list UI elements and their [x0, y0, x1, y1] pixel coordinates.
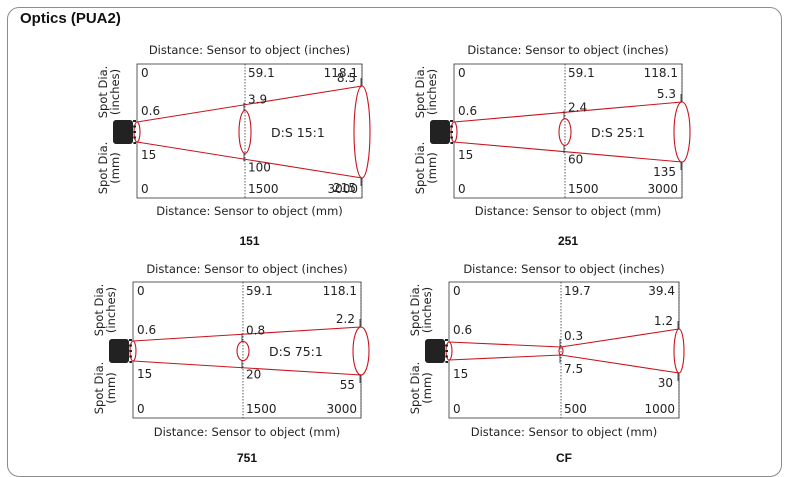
- side-label-inches: Spot Dia.(inches): [413, 66, 439, 119]
- distance-inch-end: 39.4: [648, 284, 675, 298]
- distance-mm-0: 0: [141, 182, 149, 196]
- spot-inch-mid: 3.9: [248, 93, 267, 107]
- diagram-name: 251: [558, 234, 578, 248]
- bottom-axis-caption: Distance: Sensor to object (mm): [475, 204, 662, 218]
- distance-mm-end: 3000: [326, 402, 357, 416]
- diagram-frame: [449, 282, 679, 418]
- top-axis-caption: Distance: Sensor to object (inches): [146, 262, 347, 276]
- spot-inch-end: 2.2: [336, 312, 355, 326]
- distance-mm-mid: 1500: [248, 182, 279, 196]
- spot-ellipse-mid: [239, 111, 251, 154]
- spot-inch-end: 1.2: [654, 314, 673, 328]
- distance-mm-mid: 500: [564, 402, 587, 416]
- diagram-frame: [137, 64, 362, 198]
- spot-mm-mid: 20: [246, 368, 261, 382]
- diagram-frame: [454, 64, 682, 198]
- spot-inch-0: 0.6: [137, 323, 156, 337]
- distance-inch-mid: 59.1: [248, 66, 275, 80]
- spot-ellipse-end: [674, 329, 684, 373]
- spot-inch-0: 0.6: [458, 104, 477, 118]
- side-label-mm: Spot Dia.(mm): [96, 142, 122, 195]
- distance-mm-0: 0: [453, 402, 461, 416]
- distance-mm-mid: 1500: [246, 402, 277, 416]
- spot-mm-0: 15: [453, 367, 468, 381]
- spot-mm-end: 55: [340, 378, 355, 392]
- spot-mm-mid: 7.5: [564, 362, 583, 376]
- bottom-axis-caption: Distance: Sensor to object (mm): [154, 425, 341, 439]
- distance-inch-end: 118.1: [644, 66, 678, 80]
- distance-inch-mid: 19.7: [564, 284, 591, 298]
- diagram-frame: [133, 282, 361, 418]
- distance-mm-end: 3000: [647, 182, 678, 196]
- ds-ratio-label: D:S 15:1: [271, 125, 325, 140]
- spot-inch-end: 5.3: [657, 87, 676, 101]
- spot-mm-mid: 100: [248, 160, 271, 174]
- spot-mm-0: 15: [141, 148, 156, 162]
- top-axis-caption: Distance: Sensor to object (inches): [467, 43, 668, 57]
- top-axis-caption: Distance: Sensor to object (inches): [463, 262, 664, 276]
- distance-mm-end: 1000: [644, 402, 675, 416]
- spot-inch-mid: 0.8: [246, 323, 265, 337]
- spot-ellipse-end: [674, 102, 690, 162]
- distance-inch-0: 0: [137, 284, 145, 298]
- distance-inch-mid: 59.1: [568, 66, 595, 80]
- spot-inch-mid: 2.4: [568, 101, 587, 115]
- spot-inch-mid: 0.3: [564, 329, 583, 343]
- spot-mm-end: 135: [653, 165, 676, 179]
- bottom-axis-caption: Distance: Sensor to object (mm): [156, 204, 343, 218]
- spot-ellipse-mid: [559, 119, 571, 146]
- sensor-body: [425, 339, 445, 363]
- side-label-inches: Spot Dia.(inches): [92, 284, 118, 337]
- diagram-name: 751: [237, 451, 257, 465]
- distance-inch-mid: 59.1: [246, 284, 273, 298]
- distance-inch-0: 0: [453, 284, 461, 298]
- sensor-body: [430, 120, 450, 144]
- distance-mm-mid: 1500: [568, 182, 599, 196]
- distance-inch-end: 118.1: [323, 284, 357, 298]
- sensor-body: [113, 120, 133, 144]
- diagram-name: 151: [239, 234, 259, 248]
- bottom-axis-caption: Distance: Sensor to object (mm): [471, 425, 658, 439]
- spot-mm-mid: 60: [568, 152, 583, 166]
- distance-inch-0: 0: [458, 66, 466, 80]
- distance-mm-end: 3000: [327, 182, 358, 196]
- distance-mm-0: 0: [137, 402, 145, 416]
- spot-mm-0: 15: [458, 148, 473, 162]
- spot-ellipse-end: [353, 327, 369, 375]
- side-label-inches: Spot Dia.(inches): [408, 284, 434, 337]
- top-axis-caption: Distance: Sensor to object (inches): [149, 43, 350, 57]
- side-label-mm: Spot Dia.(mm): [92, 362, 118, 415]
- spot-mm-end: 30: [658, 376, 673, 390]
- spot-mm-0: 15: [137, 367, 152, 381]
- diagram-name: CF: [556, 451, 572, 465]
- side-label-mm: Spot Dia.(mm): [413, 142, 439, 195]
- side-label-mm: Spot Dia.(mm): [408, 362, 434, 415]
- distance-inch-0: 0: [141, 66, 149, 80]
- spot-inch-end: 8.5: [337, 71, 356, 85]
- spot-inch-0: 0.6: [453, 323, 472, 337]
- ds-ratio-label: D:S 75:1: [269, 344, 323, 359]
- sensor-body: [109, 339, 129, 363]
- spot-ellipse-end: [354, 86, 370, 178]
- side-label-inches: Spot Dia.(inches): [96, 66, 122, 119]
- ds-ratio-label: D:S 25:1: [591, 125, 645, 140]
- distance-mm-0: 0: [458, 182, 466, 196]
- spot-inch-0: 0.6: [141, 104, 160, 118]
